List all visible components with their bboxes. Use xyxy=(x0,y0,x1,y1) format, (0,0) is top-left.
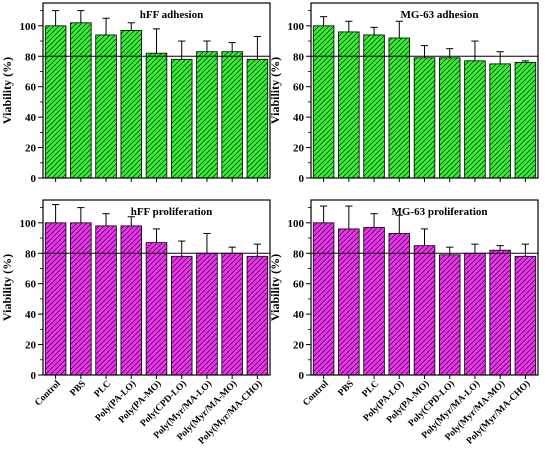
y-tick-label: 20 xyxy=(293,143,305,155)
x-category-label-1: PBS xyxy=(69,379,88,398)
y-tick-label: 100 xyxy=(20,218,37,230)
panel-title: MG-63 adhesion xyxy=(401,9,479,21)
bar-hatch-4 xyxy=(414,245,435,375)
x-category-label-4: Poly(PA-MO) xyxy=(116,378,163,425)
bar-hatch-6 xyxy=(196,51,218,179)
bar-hatch-3 xyxy=(120,225,142,375)
y-tick-label: 60 xyxy=(25,279,37,291)
y-tick-label: 80 xyxy=(25,51,37,63)
bar-hatch-0 xyxy=(313,222,334,375)
x-category-label-0: Control xyxy=(33,379,63,409)
x-category-label-4: Poly(PA-MO) xyxy=(384,378,431,425)
y-tick-label: 100 xyxy=(20,21,37,33)
y-tick-label: 80 xyxy=(293,248,305,260)
bar-hatch-8 xyxy=(515,256,536,375)
bar-hatch-0 xyxy=(45,25,66,179)
bar-hatch-5 xyxy=(171,256,193,375)
y-tick-label: 100 xyxy=(288,21,305,33)
chart-panel-4: 0 20 40 60 80 100 MG-63 proliferation Viability… xyxy=(268,199,539,447)
bar-hatch-4 xyxy=(146,53,167,178)
bar-hatch-3 xyxy=(388,38,410,178)
y-tick-label: 60 xyxy=(293,82,305,94)
y-tick-label: 60 xyxy=(25,82,37,94)
x-category-label-1: PBS xyxy=(337,379,356,398)
y-tick-label: 40 xyxy=(293,309,305,321)
chart-panel-2: 0 20 40 60 80 100 MG-63 adhesion Viability (%) xyxy=(268,2,539,185)
panel-title: hFF adhesion xyxy=(140,9,203,21)
bar-hatch-3 xyxy=(120,30,142,179)
bar-hatch-7 xyxy=(221,51,243,179)
y-tick-label: 80 xyxy=(25,248,37,260)
x-category-label-0: Control xyxy=(301,379,331,409)
y-tick-label: 0 xyxy=(31,370,37,382)
y-tick-label: 40 xyxy=(25,309,37,321)
bar-hatch-6 xyxy=(196,253,218,375)
bar-hatch-5 xyxy=(439,57,461,178)
y-tick-label: 40 xyxy=(25,112,37,124)
bar-hatch-2 xyxy=(95,34,117,179)
bar-hatch-8 xyxy=(247,256,268,375)
bar-hatch-2 xyxy=(363,34,385,179)
y-axis-label: Viability (%) xyxy=(268,254,282,321)
y-tick-label: 60 xyxy=(293,279,305,291)
x-category-label-2: PLC xyxy=(93,379,114,400)
y-tick-label: 0 xyxy=(31,173,37,185)
bar-hatch-5 xyxy=(171,59,193,178)
y-tick-label: 20 xyxy=(293,340,305,352)
bar-hatch-1 xyxy=(70,222,92,375)
panel-title: hFF proliferation xyxy=(131,206,213,218)
y-tick-label: 0 xyxy=(299,370,305,382)
panel-title: MG-63 proliferation xyxy=(391,206,487,218)
bar-hatch-4 xyxy=(414,57,435,178)
x-category-label-2: PLC xyxy=(361,379,382,400)
y-axis-label: Viability (%) xyxy=(0,57,14,124)
bar-hatch-6 xyxy=(464,60,486,178)
bar-hatch-1 xyxy=(338,228,360,375)
chart-panel-3: 0 20 40 60 80 100 hFF proliferation Viability (… xyxy=(0,199,271,447)
bar-hatch-7 xyxy=(489,250,511,375)
y-axis-label: Viability (%) xyxy=(0,254,14,321)
y-tick-label: 0 xyxy=(299,173,305,185)
chart-panel-1: 0 20 40 60 80 100 hFF adhesion Viability (%) xyxy=(0,2,271,185)
bar-hatch-7 xyxy=(489,63,511,178)
bar-hatch-7 xyxy=(221,253,243,375)
bar-hatch-0 xyxy=(45,222,66,375)
y-tick-label: 40 xyxy=(293,112,305,124)
bar-hatch-0 xyxy=(313,25,334,179)
bar-hatch-6 xyxy=(464,253,486,375)
y-axis-label: Viability (%) xyxy=(268,57,282,124)
bar-hatch-1 xyxy=(70,22,92,178)
bar-hatch-3 xyxy=(388,233,410,375)
y-tick-label: 20 xyxy=(25,143,37,155)
bar-hatch-4 xyxy=(146,242,167,375)
bar-hatch-5 xyxy=(439,254,461,375)
bar-hatch-1 xyxy=(338,31,360,179)
y-tick-label: 20 xyxy=(25,340,37,352)
bar-hatch-8 xyxy=(247,59,268,178)
y-tick-label: 80 xyxy=(293,51,305,63)
bar-hatch-8 xyxy=(515,62,536,178)
bar-hatch-2 xyxy=(95,225,117,375)
y-tick-label: 100 xyxy=(288,218,305,230)
bar-hatch-2 xyxy=(363,227,385,375)
